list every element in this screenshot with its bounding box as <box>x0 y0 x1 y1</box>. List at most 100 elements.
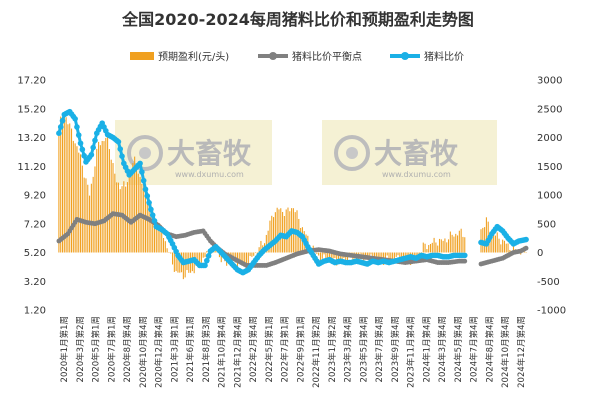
ratio-point <box>144 193 151 199</box>
profit-bar <box>258 247 260 253</box>
ratio-point <box>72 116 78 122</box>
profit-bar <box>384 252 386 262</box>
profit-bar <box>377 252 379 259</box>
profit-bar <box>397 252 399 256</box>
ratio-point <box>79 146 86 153</box>
profit-bar <box>319 252 321 263</box>
profit-bar <box>287 207 289 253</box>
ratio-point <box>56 130 62 136</box>
profit-bar <box>505 243 507 253</box>
ratio-point <box>88 151 95 158</box>
profit-bar <box>96 148 98 253</box>
ratio-point <box>137 160 143 167</box>
y-right-tick-label: 1500 <box>537 162 562 173</box>
profit-bar <box>137 173 139 253</box>
profit-bar <box>253 252 255 256</box>
profit-bar <box>493 234 495 253</box>
ratio-point <box>57 124 64 130</box>
ratio-point <box>142 186 149 193</box>
legend-marker-ratio <box>401 52 409 60</box>
ratio-point <box>139 169 145 175</box>
profit-bar <box>80 154 82 253</box>
profit-bar <box>282 211 284 253</box>
profit-bar <box>274 212 276 253</box>
profit-bar <box>251 252 253 257</box>
legend-label-ratio: 猪料比价 <box>424 50 464 63</box>
x-tick-label: 2024年3月第4周 <box>437 316 448 382</box>
profit-bar <box>65 117 67 253</box>
y-right-tick-label: 2000 <box>537 133 562 144</box>
x-tick-label: 2020年12月第4周 <box>154 316 165 388</box>
profit-bar <box>464 237 466 253</box>
profit-bar <box>406 252 408 257</box>
ratio-point <box>523 236 529 243</box>
profit-bar <box>429 243 432 253</box>
profit-bar <box>388 252 390 261</box>
profit-bar <box>72 140 74 253</box>
ratio-point <box>92 137 98 144</box>
x-tick-label: 2024年10月第4周 <box>500 316 511 388</box>
x-tick-label: 2024年12月第4周 <box>516 316 527 388</box>
x-tick-label: 2024年1月第4周 <box>421 316 432 382</box>
profit-bar <box>267 230 269 253</box>
profit-bar <box>451 234 453 253</box>
profit-bar <box>135 169 138 253</box>
profit-bar <box>321 252 323 259</box>
x-tick-label: 2020年8月第4周 <box>122 316 133 382</box>
profit-bar <box>496 232 498 253</box>
watermark-text: 大畜牧 <box>374 137 459 170</box>
y-left-tick-label: 11.20 <box>17 162 46 173</box>
balance-point <box>462 258 468 264</box>
profit-bar <box>101 140 103 253</box>
profit-bar <box>202 252 204 258</box>
profit-bar <box>507 243 509 253</box>
ratio-point <box>81 152 87 159</box>
profit-bar <box>161 229 163 253</box>
profit-bar <box>206 251 208 253</box>
profit-bar <box>276 207 278 253</box>
ratio-point <box>204 257 210 264</box>
y-left-tick-label: 3.20 <box>24 277 46 288</box>
x-tick-label: 2023年1月第2周 <box>327 316 338 382</box>
profit-bar <box>260 240 262 253</box>
watermark-text: 大畜牧 <box>167 137 252 170</box>
x-tick-label: 2024年5月第4周 <box>453 316 464 382</box>
profit-bar <box>153 214 156 253</box>
profit-bar <box>336 252 338 266</box>
profit-bar <box>76 146 78 253</box>
profit-bar <box>110 159 112 253</box>
profit-bar <box>503 240 505 253</box>
profit-bar <box>438 238 441 253</box>
profit-bar <box>103 141 105 253</box>
profit-bar <box>130 173 132 253</box>
profit-bar <box>63 112 65 253</box>
profit-bar <box>520 252 522 255</box>
profit-bar <box>240 252 242 265</box>
profit-bar <box>245 252 248 269</box>
profit-bar <box>244 252 246 265</box>
y-right-tick-label: 3000 <box>537 76 562 87</box>
profit-bar <box>233 252 235 257</box>
y-left-tick-label: 5.20 <box>24 248 46 259</box>
profit-bar <box>440 239 442 253</box>
x-tick-label: 2020年10月第4周 <box>138 316 149 388</box>
y-left-tick-label: 7.20 <box>24 219 46 230</box>
y-right-tick-label: -1000 <box>537 306 566 317</box>
profit-bar <box>60 116 62 253</box>
profit-bar <box>242 252 244 265</box>
ratio-point <box>59 117 66 124</box>
x-tick-label: 2021年10月第4周 <box>217 316 228 388</box>
ratio-point <box>117 146 124 152</box>
profit-bar <box>166 248 168 253</box>
profit-bar <box>204 252 206 258</box>
ratio-point <box>140 177 147 184</box>
x-tick-label: 2020年1月第1周 <box>59 316 70 382</box>
ratio-series <box>56 108 529 276</box>
profit-bar <box>512 245 515 253</box>
y-left-tick-label: 1.20 <box>24 306 46 317</box>
profit-bar <box>92 176 94 253</box>
profit-bar <box>370 252 372 255</box>
profit-bar <box>462 236 464 253</box>
profit-bar <box>74 143 76 253</box>
profit-bar <box>500 244 502 253</box>
